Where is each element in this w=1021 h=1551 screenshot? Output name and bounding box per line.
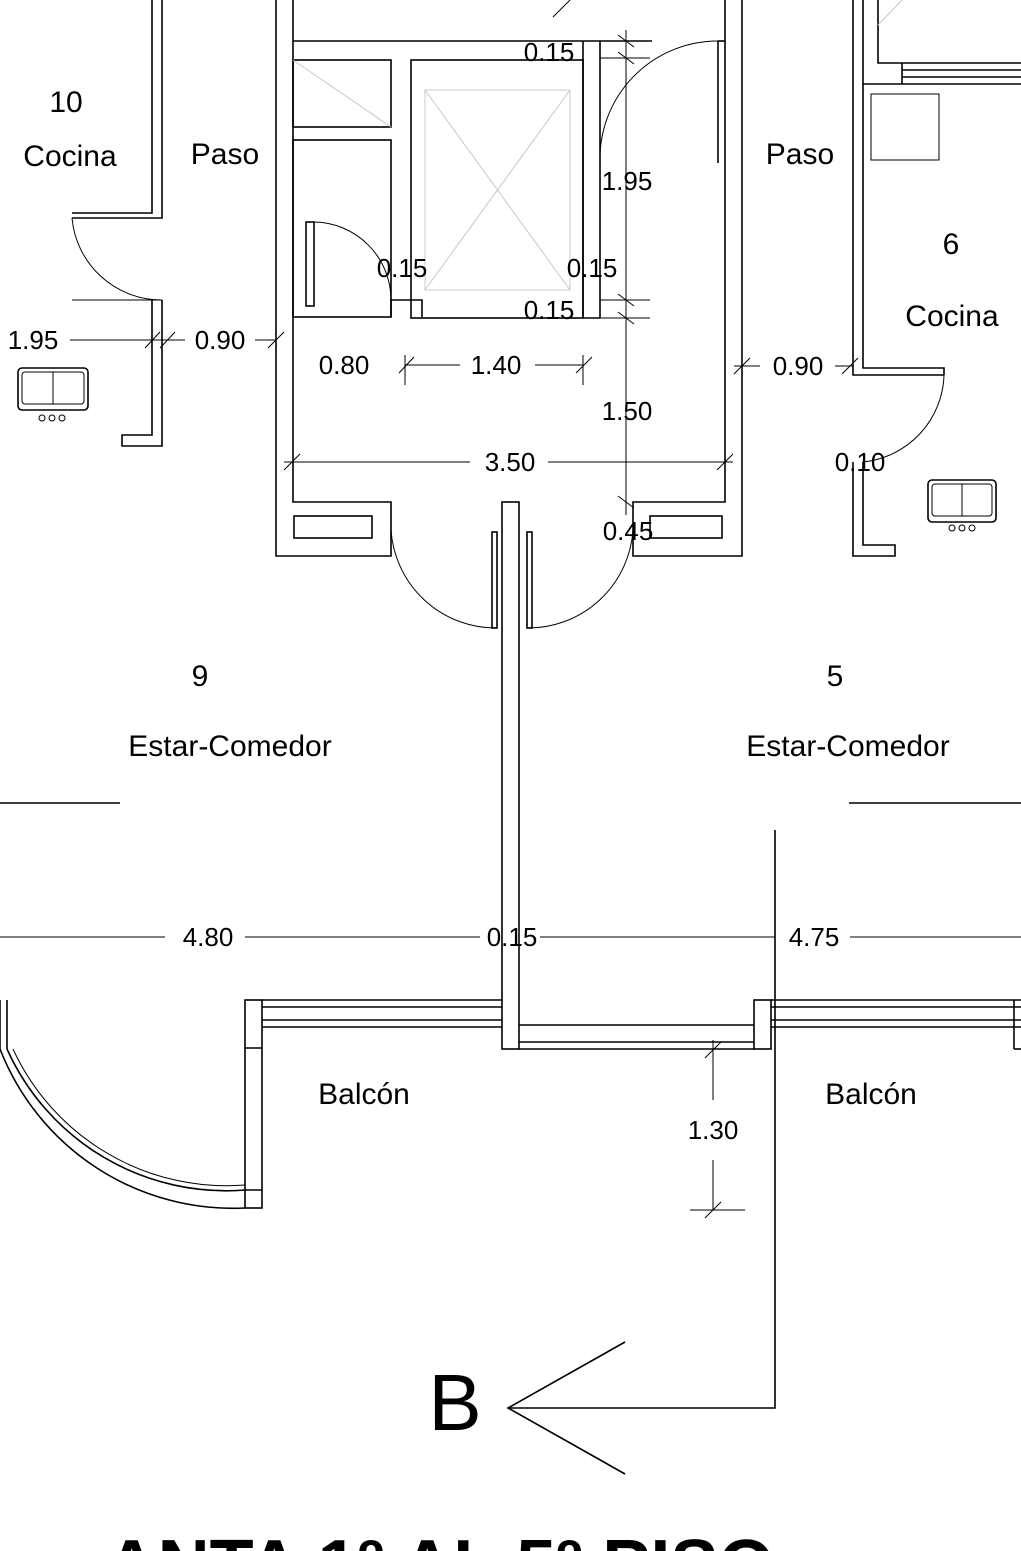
drawing-title: ANTA 1º AL 5º PISO: [106, 1526, 775, 1551]
dimension-labels: 0.15 1.95 0.15 0.15 0.15 1.95 0.90 0.80 …: [8, 37, 886, 1145]
dim-label: 0.15: [567, 253, 618, 283]
dim-label: 0.90: [195, 325, 246, 355]
dim-label: 0.90: [773, 351, 824, 381]
dim-label: 4.80: [183, 922, 234, 952]
room-balcon-right: Balcón: [825, 1078, 917, 1111]
room-5-name: Estar-Comedor: [746, 730, 949, 763]
room-paso-right: Paso: [766, 138, 834, 171]
room-balcon-left: Balcón: [318, 1078, 410, 1111]
dim-label: 4.75: [789, 922, 840, 952]
room-10-number: 10: [49, 86, 82, 119]
dim-label: 1.50: [602, 396, 653, 426]
entry-doors: [390, 501, 634, 1050]
kitchen-6-walls: [852, 0, 1021, 557]
room-9-number: 9: [192, 660, 209, 693]
dim-label: 0.10: [835, 447, 886, 477]
room-5-number: 5: [827, 660, 844, 693]
dim-label: 0.15: [524, 37, 575, 67]
room-10-name: Cocina: [23, 140, 117, 173]
dim-label: 0.15: [524, 295, 575, 325]
room-6-number: 6: [943, 228, 960, 261]
balcony-walls: [0, 802, 1021, 1210]
dim-label: 1.95: [602, 166, 653, 196]
room-9-name: Estar-Comedor: [128, 730, 331, 763]
dim-label: 1.30: [688, 1115, 739, 1145]
central-core-walls: [275, 0, 743, 557]
dim-label: 1.95: [8, 325, 59, 355]
dim-label: 0.15: [377, 253, 428, 283]
dim-label: 0.15: [487, 922, 538, 952]
section-cut-marker: [506, 830, 776, 1475]
dim-label: 1.40: [471, 350, 522, 380]
dim-label: 0.45: [603, 516, 654, 546]
dim-label: 3.50: [485, 447, 536, 477]
dimension-lines: [0, 30, 1021, 1219]
sink-icon: [927, 479, 997, 532]
sink-icon: [17, 367, 89, 422]
section-letter: B: [428, 1358, 481, 1447]
kitchen-10-walls: [71, 0, 163, 447]
room-paso-left: Paso: [191, 138, 259, 171]
room-labels: 10 Cocina Paso Paso 6 Cocina 9 Estar-Com…: [23, 86, 999, 1111]
dim-label: 0.80: [319, 350, 370, 380]
room-6-name: Cocina: [905, 300, 999, 333]
